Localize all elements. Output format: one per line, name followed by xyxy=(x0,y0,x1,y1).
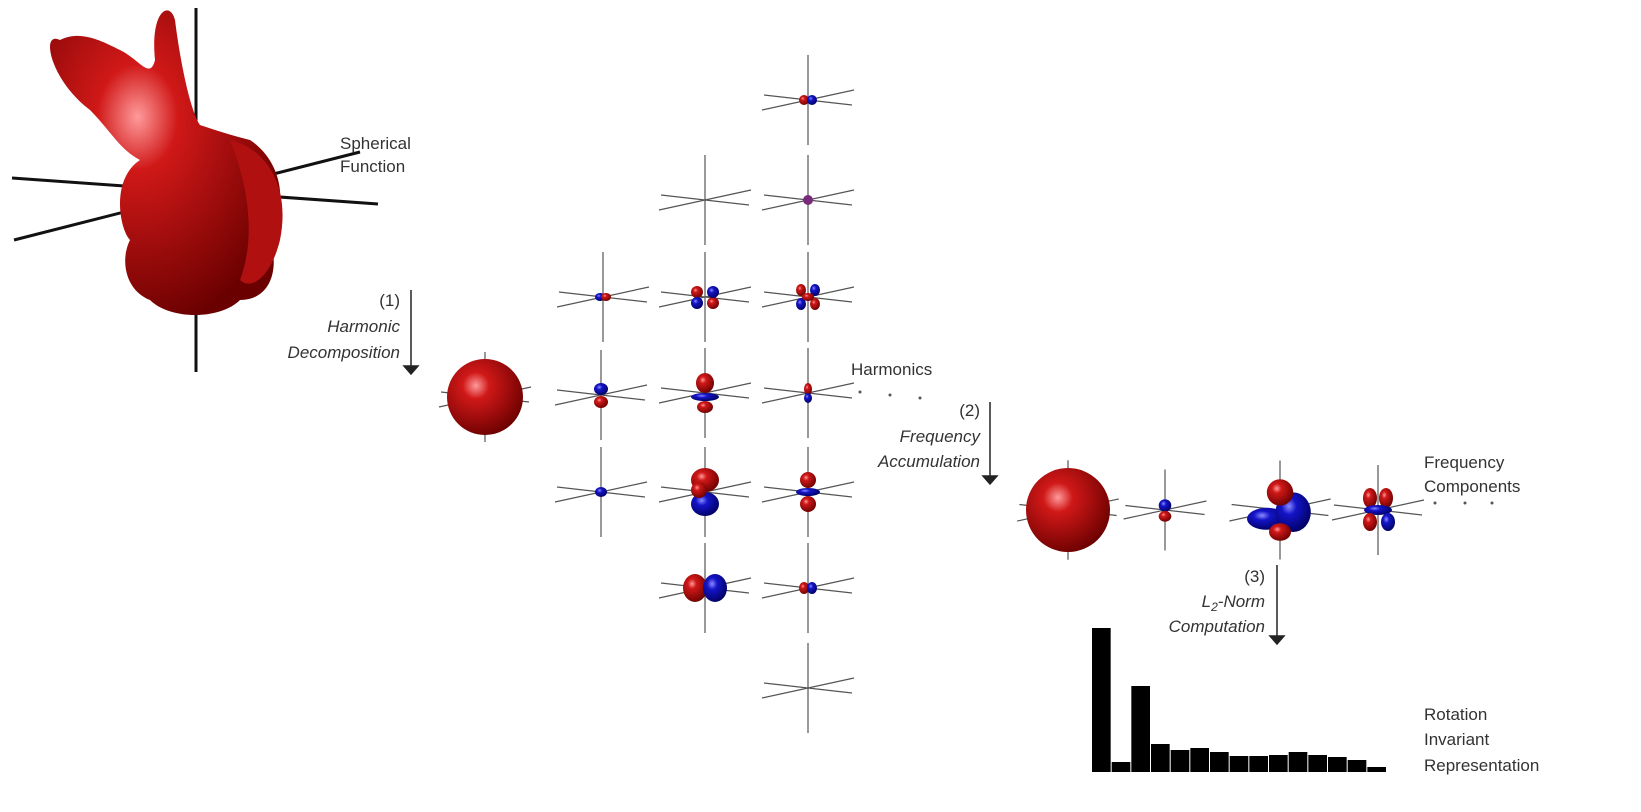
bar xyxy=(1112,762,1131,772)
lobe xyxy=(804,393,812,403)
lobe xyxy=(802,293,814,301)
lobe xyxy=(1363,488,1377,508)
step-label: Frequency xyxy=(900,427,982,446)
lobe xyxy=(595,487,607,497)
lobe xyxy=(1381,513,1395,531)
lobe xyxy=(696,373,714,393)
lobe xyxy=(807,582,817,594)
lobe xyxy=(707,286,719,298)
step-label: Harmonic xyxy=(327,317,400,336)
label: Harmonics xyxy=(851,360,932,379)
label: Spherical xyxy=(340,134,411,153)
bar xyxy=(1210,752,1229,772)
bar xyxy=(1249,756,1268,772)
bar xyxy=(1131,686,1150,772)
sphere xyxy=(447,359,523,435)
bar xyxy=(1190,748,1209,772)
diagram: Spherical Function (1) Harmonic Decompos… xyxy=(0,0,1641,812)
lobe xyxy=(1379,488,1393,508)
bar xyxy=(1230,756,1249,772)
page: Spherical Function (1) Harmonic Decompos… xyxy=(0,0,1641,812)
lobe xyxy=(807,95,817,105)
lobe xyxy=(594,383,608,395)
label: Rotation xyxy=(1424,705,1487,724)
bar xyxy=(1328,757,1347,772)
step-label: L2-Norm xyxy=(1202,592,1265,614)
lobe xyxy=(1159,499,1172,512)
histogram xyxy=(1092,628,1386,772)
lobe xyxy=(691,482,707,498)
bar xyxy=(1151,744,1170,772)
label: Frequency xyxy=(1424,453,1505,472)
lobe xyxy=(800,472,816,488)
lobe xyxy=(691,393,719,401)
bar xyxy=(1308,755,1327,772)
lobe xyxy=(1269,523,1291,541)
step-number: (2) xyxy=(959,401,980,420)
bar xyxy=(1348,760,1367,772)
lobe xyxy=(1159,511,1172,522)
lobe xyxy=(800,496,816,512)
lobe xyxy=(707,297,719,309)
step-label: Computation xyxy=(1169,617,1265,636)
bar xyxy=(1367,767,1386,772)
lobe xyxy=(796,488,820,496)
bar xyxy=(1171,750,1190,772)
step-label-part: L xyxy=(1202,592,1211,611)
step-label-part: -Norm xyxy=(1218,592,1265,611)
lobe xyxy=(1267,479,1293,505)
label: Invariant xyxy=(1424,730,1489,749)
step-number: (3) xyxy=(1244,567,1265,586)
ellipsis xyxy=(859,391,1494,505)
bunny xyxy=(12,8,378,372)
lobe xyxy=(601,293,611,301)
arrows xyxy=(404,290,1284,644)
label: Function xyxy=(340,157,405,176)
lobe xyxy=(703,574,727,602)
lobe xyxy=(691,297,703,309)
lobe xyxy=(1363,513,1377,531)
lobe xyxy=(803,195,813,205)
sphere xyxy=(1026,468,1110,552)
label: Components xyxy=(1424,477,1520,496)
step-number: (1) xyxy=(379,291,400,310)
bar xyxy=(1269,755,1288,772)
step-label: Accumulation xyxy=(877,452,980,471)
step-label: Decomposition xyxy=(288,343,400,362)
label: Representation xyxy=(1424,756,1539,775)
lobe xyxy=(594,396,608,408)
bar xyxy=(1092,628,1111,772)
lobe xyxy=(691,286,703,298)
bar xyxy=(1289,752,1308,772)
lobe xyxy=(697,401,713,413)
